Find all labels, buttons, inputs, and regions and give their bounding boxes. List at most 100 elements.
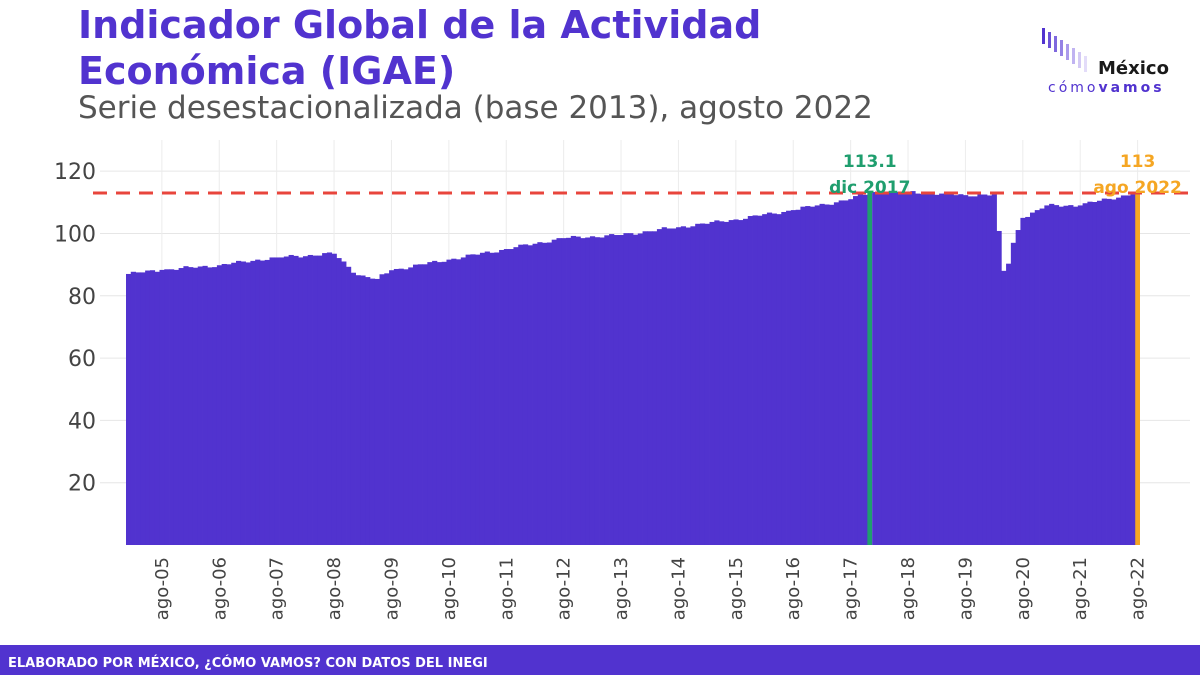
bar-peak [867, 192, 873, 545]
bar [1111, 199, 1117, 545]
bar [255, 259, 261, 545]
bar [1077, 205, 1083, 546]
bar [317, 255, 323, 545]
bar [470, 254, 476, 545]
bar [604, 235, 610, 545]
bar [207, 267, 213, 545]
bar [499, 249, 505, 545]
bar [513, 247, 519, 546]
bar [900, 192, 907, 545]
bar [580, 238, 586, 545]
bar [982, 194, 988, 545]
bar [862, 194, 868, 545]
bar [929, 193, 935, 545]
bar [743, 218, 749, 545]
bar [1125, 195, 1131, 545]
bar [341, 261, 347, 545]
bar [274, 257, 280, 545]
bar [202, 265, 208, 545]
bar [853, 196, 859, 545]
x-tick-label: ago-21 [1070, 557, 1091, 620]
bar [374, 278, 380, 545]
bar [1053, 205, 1060, 546]
bar [312, 255, 318, 545]
bar [905, 192, 911, 545]
bar [819, 203, 825, 545]
x-tick-label: ago-07 [267, 557, 288, 620]
bar [556, 238, 562, 545]
bar [503, 249, 510, 545]
bar [350, 272, 356, 545]
bar [532, 243, 538, 545]
bar [1063, 205, 1069, 545]
x-tick-label: ago-06 [209, 557, 230, 620]
footer-credit: ELABORADO POR MÉXICO, ¿CÓMO VAMOS? CON D… [0, 645, 1200, 675]
bar [790, 210, 797, 545]
bar [728, 220, 734, 545]
bar [1020, 217, 1026, 545]
bar [857, 194, 863, 545]
bar [479, 252, 486, 545]
bar [331, 253, 337, 545]
x-tick-label: ago-12 [554, 557, 575, 620]
x-tick-label: ago-20 [1013, 557, 1034, 620]
bar [226, 264, 232, 545]
chart-title: Indicador Global de la Actividad Económi… [78, 3, 762, 93]
bar [245, 262, 251, 545]
bar [508, 249, 514, 545]
bar [360, 275, 366, 545]
bar [575, 236, 581, 545]
bar [891, 191, 897, 545]
bar [465, 254, 471, 545]
bar [164, 269, 170, 545]
bar [126, 273, 132, 545]
bar [1068, 205, 1074, 546]
bar [991, 194, 997, 545]
bar [288, 254, 294, 545]
bar [671, 228, 677, 545]
bar [623, 233, 629, 545]
logo: México cómovamos [1040, 26, 1185, 106]
bar [302, 256, 309, 545]
bar [259, 260, 266, 545]
bar [379, 274, 385, 545]
annotation-latest-value: 113 [1120, 152, 1156, 172]
bar [881, 194, 887, 545]
x-tick-label: ago-18 [898, 557, 919, 620]
bar [896, 192, 902, 545]
bar [637, 233, 643, 545]
bar [1116, 197, 1122, 545]
bar [1058, 206, 1064, 546]
bar [963, 195, 969, 545]
bar [805, 206, 811, 546]
bar [656, 229, 663, 545]
bar [786, 210, 792, 545]
x-tick-label: ago-11 [496, 557, 517, 620]
bar [154, 271, 160, 545]
bar [169, 269, 175, 545]
bar [939, 193, 945, 545]
bar [1025, 216, 1031, 545]
bar [1049, 203, 1055, 545]
bar [494, 252, 500, 545]
bar [140, 272, 146, 545]
bar [1034, 210, 1040, 545]
bar [771, 213, 777, 545]
bar [809, 206, 816, 546]
igae-chart: 20 40 60 80 100 120 ago-05 ago-06 ago-07 ago-08 a… [54, 140, 1190, 620]
bar [948, 193, 954, 545]
bar [489, 252, 495, 545]
bar [833, 202, 840, 545]
bar [1106, 198, 1112, 545]
bar [178, 268, 184, 545]
bar [1039, 208, 1045, 545]
bar [307, 254, 313, 545]
bar [188, 267, 194, 545]
bar [1006, 263, 1012, 545]
bar [145, 270, 151, 545]
bar [264, 259, 270, 545]
bar [752, 215, 758, 545]
annotation-peak-value: 113.1 [843, 152, 897, 172]
bar [704, 223, 710, 546]
bar [240, 261, 246, 545]
